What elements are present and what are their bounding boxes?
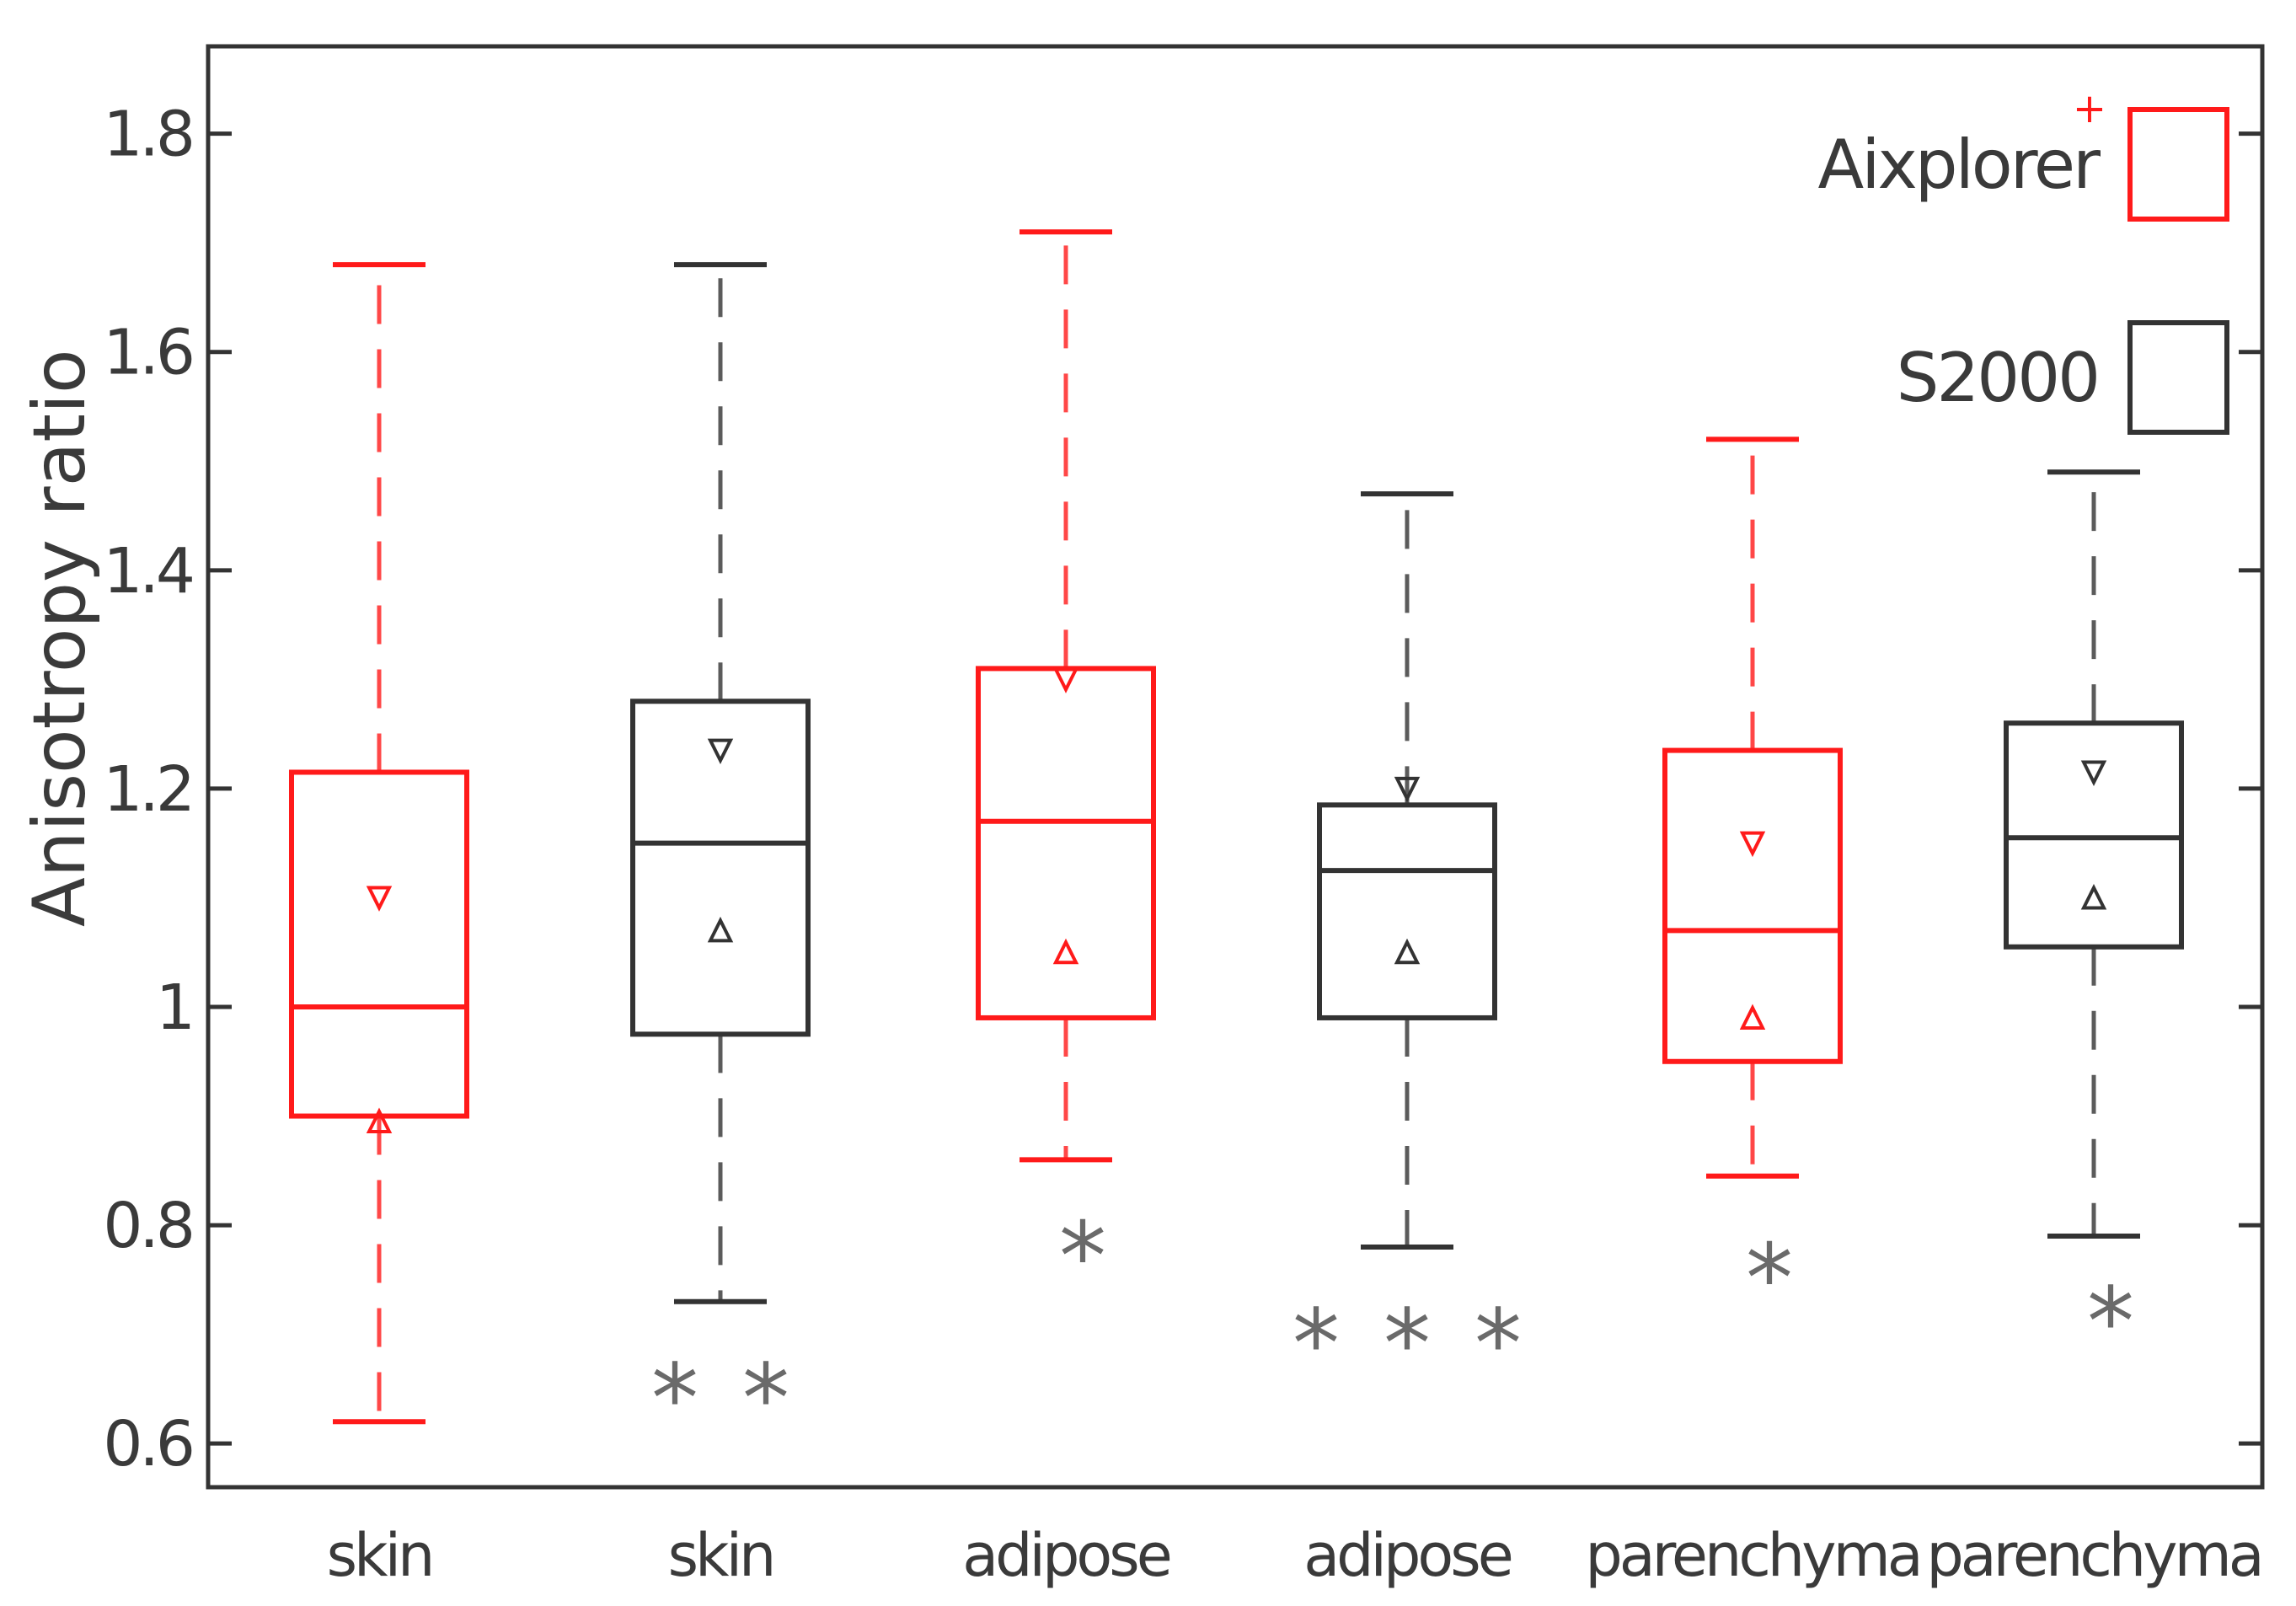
notch-upper-marker	[366, 886, 393, 912]
boxes: * *** * ** *	[289, 229, 2184, 1453]
box-group-skin-aixplorer	[289, 262, 469, 1425]
notch-lower-marker	[707, 916, 734, 943]
legend-swatch	[2127, 320, 2229, 435]
x-category-label: adipose	[1303, 1521, 1512, 1590]
box-group-parenchyma-s2000: *	[2004, 469, 2184, 1378]
x-category-label: skin	[327, 1521, 432, 1590]
x-category-label: adipose	[962, 1521, 1170, 1590]
box-iqr	[2004, 720, 2184, 950]
legend-swatch	[2127, 107, 2229, 222]
notch-lower-marker	[1052, 938, 1079, 965]
notch-lower-marker	[2080, 883, 2107, 910]
legend-label: Aixplorer	[1818, 126, 2101, 204]
x-category-label: parenchyma	[1585, 1521, 1919, 1590]
notch-upper-marker	[1052, 667, 1079, 693]
x-axis: skin skin adipose adipose parenchyma parenchy…	[327, 1521, 2265, 1590]
y-tick-label: 1.2	[103, 753, 192, 826]
outlier-marker: *	[1474, 1290, 1522, 1400]
y-axis: 0.6 0.8 1 1.2 1.4 1.6 1.8	[103, 99, 2262, 1480]
box-iqr	[1317, 802, 1497, 1020]
legend-marker: +	[2073, 85, 2106, 132]
notch-upper-marker	[1394, 776, 1421, 803]
outlier-marker: *	[651, 1344, 698, 1453]
outlier-marker: *	[742, 1344, 789, 1453]
box-iqr	[1662, 747, 1843, 1064]
x-category-label: skin	[668, 1521, 773, 1590]
notch-upper-marker	[707, 738, 734, 765]
notch-lower-marker	[1739, 1004, 1766, 1030]
outlier-marker: *	[1293, 1290, 1340, 1400]
notch-lower-marker	[1394, 938, 1421, 965]
legend-label: S2000	[1897, 339, 2098, 417]
y-tick-label: 0.6	[103, 1408, 192, 1480]
legend: Aixplorer S2000 +	[1818, 85, 2229, 435]
box-group-parenchyma-aixplorer: *	[1662, 436, 1843, 1334]
plot-frame	[206, 44, 2265, 1490]
notch-upper-marker	[1739, 831, 1766, 858]
y-tick-label: 0.8	[103, 1190, 192, 1262]
outlier-marker: *	[1059, 1202, 1106, 1312]
y-tick-label: 1.4	[103, 535, 192, 608]
outlier-marker: *	[2087, 1268, 2134, 1378]
notch-lower-marker	[366, 1107, 393, 1134]
box-group-skin-s2000: * *	[630, 262, 811, 1453]
outlier-marker: *	[1746, 1224, 1793, 1334]
y-tick-label: 1	[156, 972, 192, 1044]
box-iqr	[976, 666, 1156, 1020]
y-tick-label: 1.6	[103, 317, 192, 389]
box-group-adipose-s2000: * * *	[1293, 491, 1522, 1400]
outlier-marker: *	[1383, 1290, 1431, 1400]
y-axis-title: Anisotropy ratio	[18, 349, 102, 927]
box-group-adipose-aixplorer: *	[976, 229, 1156, 1312]
box-iqr	[289, 769, 469, 1119]
x-category-label: parenchyma	[1926, 1521, 2261, 1590]
y-tick-label: 1.8	[103, 99, 192, 171]
box-iqr	[630, 699, 811, 1037]
notch-upper-marker	[2080, 760, 2107, 786]
